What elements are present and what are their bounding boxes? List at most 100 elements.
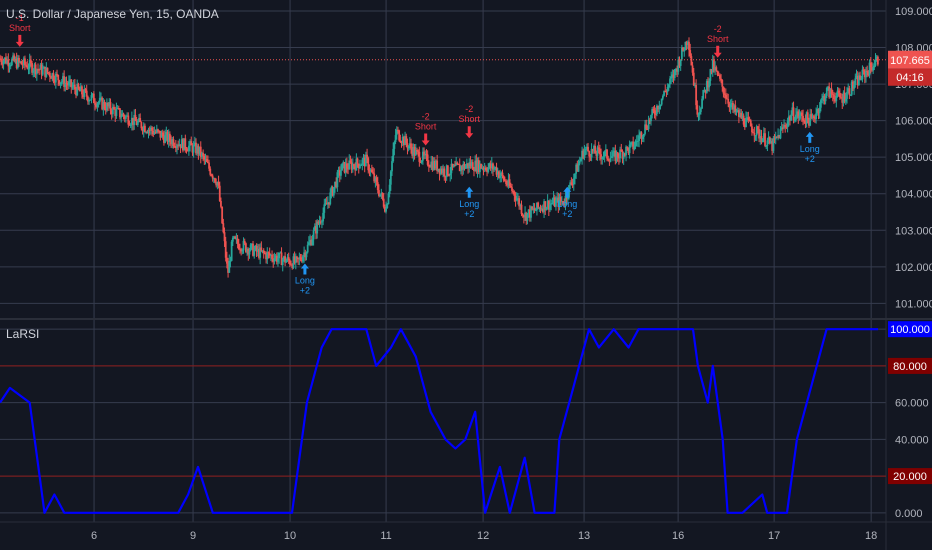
candle-body [597, 147, 600, 149]
last-price-label: 107.665 [890, 55, 930, 67]
candles-group [0, 37, 879, 278]
candle-body [401, 136, 404, 143]
candle-body [195, 142, 197, 154]
candle-body [87, 96, 89, 102]
candle-body [142, 125, 145, 132]
candle-body [332, 187, 335, 196]
candle-body [797, 111, 800, 118]
long-signal-label: Long [295, 276, 315, 286]
candle-body [322, 212, 325, 222]
candle-body [202, 153, 205, 156]
candle-body [792, 107, 795, 121]
candle-body [306, 244, 309, 253]
short-signal-label: Short [415, 122, 437, 132]
candle-body [616, 152, 619, 158]
candle-body [72, 84, 75, 87]
candle-body [454, 165, 456, 167]
candle-body [838, 92, 841, 98]
candle-body [147, 129, 150, 134]
candle-body [664, 90, 667, 92]
candle-body [286, 257, 289, 261]
candle-body [272, 258, 275, 262]
candle-body [537, 202, 540, 208]
candle-body [513, 191, 516, 196]
candle-body [47, 72, 50, 74]
candle-body [499, 175, 502, 178]
candle-body [507, 179, 510, 186]
candle-body [292, 256, 295, 268]
candle-body [460, 166, 462, 172]
candle-body [349, 160, 352, 163]
candle-body [577, 163, 580, 172]
candle-body [524, 212, 526, 218]
candle-body [493, 168, 496, 170]
candle-body [39, 64, 42, 70]
candle-body [163, 136, 165, 143]
y-tick-label-price: 105.000 [895, 152, 932, 164]
candle-body [123, 116, 126, 119]
candle-body [435, 160, 437, 169]
candle-body [19, 61, 22, 63]
candle-body [457, 164, 460, 166]
candle-body [79, 86, 82, 92]
candle-body [841, 98, 844, 103]
candle-body [326, 202, 329, 205]
candle-body [632, 141, 635, 150]
candle-body [167, 133, 170, 142]
candle-body [420, 160, 423, 163]
candle-body [450, 163, 453, 174]
long-signal-value: +2 [805, 154, 815, 164]
candle-body [102, 101, 105, 110]
candle-body [231, 237, 234, 242]
candle-body [728, 103, 731, 108]
candle-body [225, 257, 228, 264]
candle-body [774, 136, 777, 140]
candle-body [654, 113, 657, 115]
candle-body [353, 164, 355, 167]
candle-body [239, 249, 241, 251]
candle-body [165, 131, 168, 135]
candle-body [723, 93, 726, 95]
candle-body [811, 116, 814, 118]
candle-body [423, 151, 425, 156]
candle-body [32, 70, 35, 73]
candle-body [387, 193, 390, 205]
candle-body [416, 149, 418, 151]
candle-body [76, 83, 79, 96]
candle-body [204, 159, 207, 161]
candle-body [834, 99, 837, 102]
candle-body [160, 132, 163, 138]
candle-body [470, 162, 473, 167]
candle-body [669, 78, 671, 85]
candle-body [861, 69, 864, 80]
candle-body [161, 132, 164, 137]
candle-body [274, 255, 277, 259]
candle-body [293, 256, 296, 263]
candle-body [154, 132, 157, 134]
candle-body [234, 236, 237, 239]
candle-body [651, 109, 654, 116]
candle-body [847, 88, 850, 92]
candle-body [303, 252, 306, 257]
candle-body [310, 239, 313, 245]
candle-body [180, 139, 183, 149]
candle-body [545, 207, 548, 211]
candle-body [71, 86, 74, 88]
candle-body [208, 162, 210, 169]
candle-body [386, 204, 389, 209]
candle-body [471, 162, 474, 170]
candle-body [350, 162, 353, 170]
candle-body [168, 133, 171, 141]
candle-body [173, 146, 176, 148]
candle-body [560, 201, 563, 203]
candle-body [419, 161, 422, 163]
candle-body [255, 245, 258, 252]
candle-body [78, 88, 81, 92]
candle-body [355, 158, 358, 171]
candle-body [762, 133, 765, 139]
candle-body [155, 129, 158, 133]
candle-body [607, 158, 610, 161]
candle-body [24, 58, 26, 65]
candle-body [682, 47, 684, 51]
